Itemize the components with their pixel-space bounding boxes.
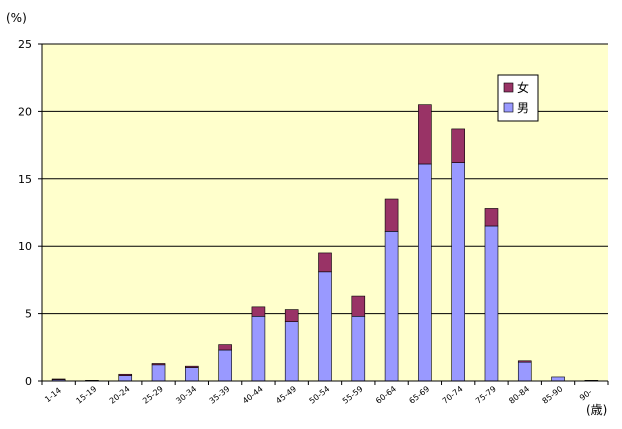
y-tick-label: 20: [18, 105, 32, 118]
bar-segment: [318, 252, 332, 273]
bar-segment: [185, 365, 199, 368]
y-tick-label: 5: [25, 308, 32, 321]
x-tick-label: 1-14: [43, 386, 63, 404]
x-tick-label: 90-: [578, 387, 594, 402]
bar-segment: [484, 225, 499, 382]
bar-segment: [251, 306, 266, 317]
bar-segment: [517, 360, 532, 363]
legend-swatch: [503, 82, 514, 93]
x-tick-label: 40-44: [241, 384, 265, 405]
gridlines: [42, 43, 608, 315]
x-tick-label: 15-19: [74, 384, 98, 405]
x-tick-label: 75-79: [474, 384, 498, 405]
legend-box: [497, 74, 539, 122]
bar-segment: [118, 375, 133, 382]
bar-segment: [218, 349, 232, 382]
x-tick-label: 55-59: [341, 384, 365, 405]
bar-segment: [418, 163, 432, 382]
bar-segment: [251, 315, 266, 382]
bar-segment: [451, 162, 465, 382]
bar-segment: [484, 208, 499, 227]
bar-segment: [284, 321, 299, 382]
legend: 女男: [497, 74, 539, 122]
legend-swatch: [503, 102, 514, 113]
bar-segment: [551, 376, 565, 382]
y-tick-labels: 0 5 10 15 20 25: [18, 38, 32, 388]
bar-segment: [118, 373, 133, 376]
x-tick-label: 45-49: [274, 384, 298, 405]
axes: [38, 43, 609, 385]
x-tick-label: 60-64: [374, 384, 398, 405]
legend-label: 女: [517, 80, 529, 95]
x-tick-label: 65-69: [407, 384, 431, 405]
x-tick-label: 35-39: [208, 384, 232, 405]
y-tick-label: 15: [18, 173, 32, 186]
bar-segment: [418, 104, 432, 165]
x-tick-label: 85-90: [541, 384, 565, 405]
legend-label: 男: [517, 101, 529, 115]
bar-segment: [51, 378, 66, 381]
bars: [51, 104, 599, 382]
y-tick-label: 25: [18, 38, 32, 51]
bar-segment: [151, 363, 166, 366]
x-tick-labels: 1-14 15-19 20-24 25-29 30-34 35-39 40-44 45-49 5…: [43, 384, 594, 405]
bar-segment: [284, 309, 299, 322]
bar-segment: [351, 315, 366, 382]
bar-segment: [218, 344, 232, 351]
y-tick-label: 10: [18, 240, 32, 253]
x-tick-label: 25-29: [141, 384, 165, 405]
x-tick-label: 70-74: [441, 384, 465, 405]
bar-segment: [151, 364, 166, 382]
y-unit-label: (%): [6, 11, 27, 25]
x-unit-label: (歳): [586, 403, 607, 417]
bar-segment: [517, 361, 532, 382]
y-tick-label: 0: [25, 375, 32, 388]
x-tick-label: 80-84: [507, 384, 531, 405]
bar-segment: [351, 295, 366, 317]
bar-segment: [451, 128, 465, 163]
x-tick-label: 30-34: [174, 384, 198, 405]
x-tick-label: 20-24: [108, 384, 132, 405]
bar-segment: [318, 271, 332, 382]
bar-segment: [384, 198, 399, 232]
bar-segment: [384, 231, 399, 382]
bar-segment: [185, 367, 199, 382]
x-tick-label: 50-54: [308, 384, 332, 405]
